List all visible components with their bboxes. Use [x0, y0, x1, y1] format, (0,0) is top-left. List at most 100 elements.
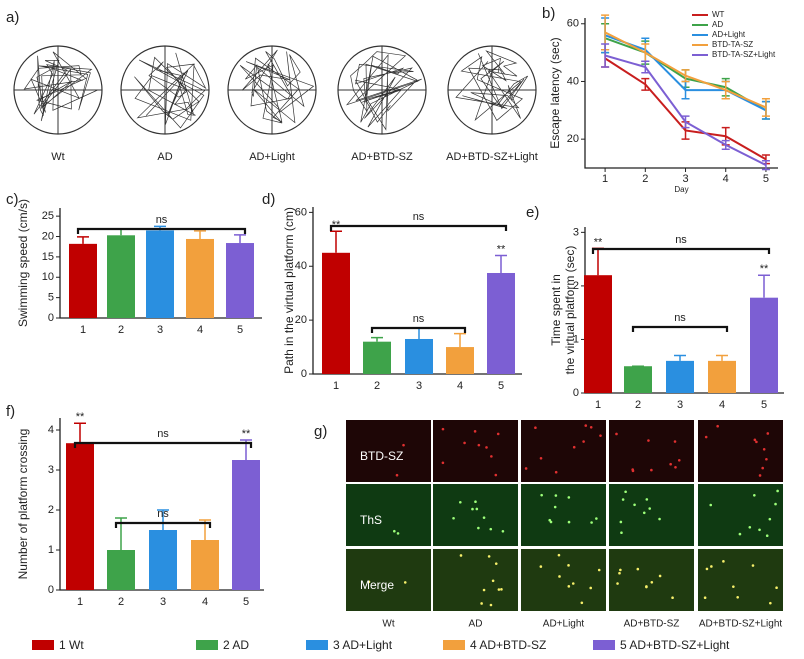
plaque [441, 427, 445, 431]
y-tick-label: 1 [48, 544, 54, 556]
plaque [475, 507, 479, 511]
error-bar [157, 509, 169, 530]
x-tick-label: 5 [761, 399, 767, 411]
bar [66, 443, 94, 590]
legend-swatch [306, 640, 328, 650]
plaque [645, 498, 649, 501]
plaque [489, 603, 493, 607]
micrograph [433, 484, 518, 546]
plaque [590, 521, 593, 524]
y-tick-label: 2 [573, 280, 579, 292]
error-bar [371, 336, 383, 342]
plaque [459, 554, 463, 557]
y-axis-label: Time spent in [549, 274, 563, 346]
plaque [482, 588, 486, 592]
y-tick-label: 5 [48, 292, 54, 304]
plaque [549, 520, 553, 524]
x-tick-label: 1 [602, 173, 608, 185]
micrograph [433, 420, 518, 482]
x-tick-label: 2 [118, 324, 124, 336]
plaque [490, 455, 493, 458]
panel-label: b) [542, 5, 555, 22]
panel-label: e) [526, 204, 539, 221]
bar [232, 460, 260, 590]
legend-swatch [32, 640, 54, 650]
plaque [501, 529, 505, 533]
plaque [616, 582, 619, 585]
plaque [557, 553, 561, 557]
plaque [755, 440, 758, 444]
y-tick-label: 25 [42, 210, 54, 222]
error-bar [330, 230, 342, 253]
plaque [471, 507, 474, 511]
bracket-label: ns [413, 211, 425, 223]
plaque [396, 532, 400, 535]
bar [624, 366, 652, 393]
x-tick-label: 1 [595, 399, 601, 411]
error-bar [761, 98, 770, 117]
error-bar [758, 274, 770, 298]
bar [666, 360, 694, 393]
plaque [463, 441, 466, 445]
x-tick-label: 3 [160, 596, 166, 608]
plaque [753, 438, 757, 442]
plaque [648, 507, 652, 510]
plaque [402, 443, 405, 447]
panel-label: g) [314, 423, 327, 440]
plaque [732, 585, 735, 588]
plaque [738, 532, 742, 536]
bar [226, 243, 254, 318]
plaque [595, 517, 598, 520]
plaque [589, 426, 593, 429]
y-tick-label: 0 [301, 368, 307, 380]
plaque [765, 534, 769, 538]
plaque [709, 503, 713, 507]
plaque [758, 474, 762, 477]
y-axis-label: the virtual platform (sec) [563, 246, 577, 375]
bracket [370, 326, 467, 333]
bar [405, 338, 433, 374]
bar [446, 347, 474, 374]
maze-track [239, 49, 315, 124]
x-tick-label: 3 [682, 173, 688, 185]
plaque [650, 580, 654, 584]
micrograph [609, 484, 694, 546]
legend-label: 3 AD+Light [333, 638, 393, 652]
plaque [477, 443, 481, 447]
plaque [765, 457, 768, 461]
bracket [631, 325, 729, 332]
error-bar [77, 236, 89, 244]
y-tick-label: 3 [573, 226, 579, 238]
plaque [539, 456, 543, 460]
bar [750, 297, 778, 393]
plaque [761, 466, 764, 470]
plaque [705, 567, 709, 571]
bar [186, 238, 214, 318]
plaque [673, 440, 677, 443]
x-tick-label: 3 [157, 324, 163, 336]
plaque [487, 555, 491, 558]
maze-track [455, 50, 528, 121]
y-tick-label: 40 [295, 260, 307, 272]
x-axis-label: Day [674, 185, 688, 194]
error-bar [674, 354, 686, 361]
plaque [710, 565, 713, 568]
y-tick-label: 60 [295, 206, 307, 218]
row-label: ThS [360, 513, 382, 527]
legend-label: 4 AD+BTD-SZ [470, 638, 546, 652]
significance-label: ** [76, 411, 85, 423]
plaque [671, 596, 674, 599]
bracket-label: ns [413, 313, 425, 325]
y-tick-label: 10 [42, 271, 54, 283]
error-bar [495, 254, 507, 273]
y-axis-label: Path in the virtual platform (cm) [282, 207, 296, 374]
legend-label: WT [712, 10, 725, 19]
plaque [494, 473, 498, 477]
bracket-label: ns [156, 214, 168, 226]
error-bar [761, 160, 770, 171]
y-tick-label: 60 [567, 18, 579, 30]
panel-label: c) [6, 191, 19, 208]
plaque [775, 586, 778, 590]
error-bar [234, 234, 246, 244]
y-tick-label: 0 [573, 387, 579, 399]
